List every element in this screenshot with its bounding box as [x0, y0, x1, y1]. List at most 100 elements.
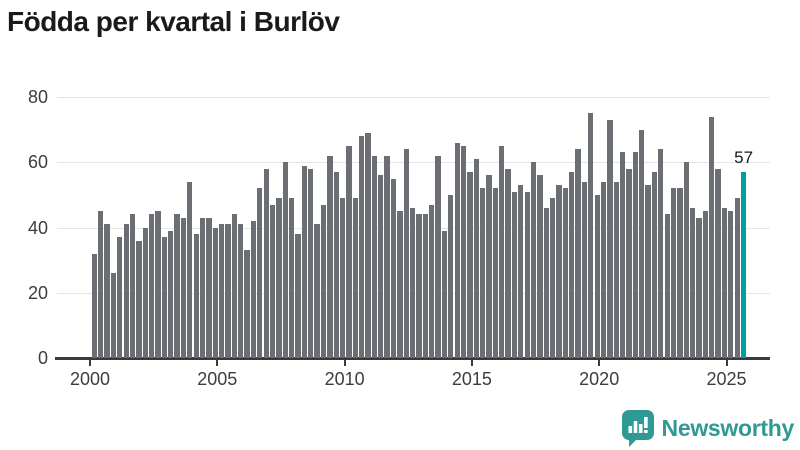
bar — [384, 155, 390, 358]
bar — [276, 198, 282, 358]
bar — [390, 178, 397, 358]
newsworthy-logo[interactable]: Newsworthy — [621, 408, 795, 448]
bar — [225, 224, 231, 358]
y-axis-label: 60 — [27, 152, 48, 173]
chart-title: Födda per kvartal i Burlöv — [7, 6, 340, 37]
bar — [549, 198, 556, 358]
bar — [518, 185, 524, 358]
bar — [403, 149, 409, 358]
bar — [721, 207, 728, 358]
bar — [441, 230, 448, 358]
bar — [677, 188, 683, 358]
bar — [352, 198, 358, 358]
bar — [422, 214, 428, 358]
bar — [397, 211, 403, 358]
bar — [117, 237, 123, 358]
bar — [499, 145, 505, 358]
bar — [269, 204, 276, 358]
bar — [129, 214, 136, 358]
newsworthy-logo-text: Newsworthy — [661, 414, 795, 441]
x-axis-tick — [470, 359, 473, 366]
bar — [486, 175, 492, 358]
bar — [435, 155, 441, 358]
bar — [148, 214, 155, 358]
bar — [161, 237, 167, 358]
bar — [588, 113, 594, 358]
bar — [104, 224, 110, 358]
bar — [448, 194, 454, 358]
bar — [136, 240, 142, 358]
bar — [581, 181, 588, 358]
bar — [619, 152, 626, 358]
bar — [142, 227, 148, 358]
bar — [289, 198, 295, 358]
bar — [257, 188, 263, 358]
bar — [639, 129, 645, 358]
bar — [231, 214, 238, 358]
bar — [562, 188, 568, 358]
x-axis-tick — [89, 359, 91, 366]
bar — [333, 172, 339, 358]
bar — [492, 188, 498, 358]
bar — [728, 211, 734, 358]
x-axis-label: 2010 — [324, 369, 365, 389]
bar — [524, 191, 530, 358]
bar — [645, 185, 651, 358]
bar — [371, 155, 378, 358]
bar — [244, 250, 250, 358]
bar — [511, 191, 518, 358]
bar — [282, 162, 288, 358]
x-axis-label: 2005 — [197, 369, 238, 389]
newsworthy-logo-icon — [621, 409, 654, 447]
bar — [155, 211, 161, 358]
bar — [98, 211, 104, 358]
bar — [365, 132, 371, 358]
x-axis-tick — [725, 359, 728, 366]
bar — [530, 162, 537, 358]
bar — [339, 198, 346, 358]
bar — [168, 230, 174, 358]
y-axis-label: 20 — [27, 282, 48, 303]
bar — [543, 207, 549, 358]
bar — [295, 234, 301, 358]
bar — [238, 224, 244, 358]
bar — [250, 220, 257, 358]
bar — [314, 224, 320, 358]
bar — [110, 273, 117, 358]
bar — [123, 224, 129, 358]
bar — [187, 181, 193, 358]
bar — [359, 136, 365, 358]
bar — [658, 149, 664, 358]
bar — [690, 207, 696, 358]
bar — [212, 227, 218, 358]
x-axis-label: 2015 — [451, 369, 492, 389]
bar — [409, 207, 416, 358]
bar — [219, 224, 225, 358]
gridline — [57, 162, 770, 164]
y-axis-label: 80 — [27, 87, 48, 107]
bar — [715, 168, 721, 358]
bars-container — [90, 95, 758, 358]
bar — [378, 175, 384, 358]
bar — [429, 204, 435, 358]
bar — [467, 172, 473, 358]
x-axis-label: 2025 — [706, 369, 747, 389]
bar — [537, 175, 543, 358]
bar — [91, 253, 97, 358]
bar — [569, 172, 575, 358]
bar — [301, 165, 308, 358]
bar — [626, 168, 632, 358]
bar — [206, 217, 212, 358]
bar — [263, 168, 269, 358]
bar — [460, 145, 467, 358]
bar — [174, 214, 180, 358]
bar — [199, 217, 206, 358]
bar — [607, 119, 613, 358]
bar — [556, 185, 562, 358]
x-axis-tick — [216, 359, 219, 366]
bar — [594, 194, 600, 358]
bar — [613, 181, 619, 358]
bar — [473, 159, 479, 358]
bar — [327, 155, 333, 358]
